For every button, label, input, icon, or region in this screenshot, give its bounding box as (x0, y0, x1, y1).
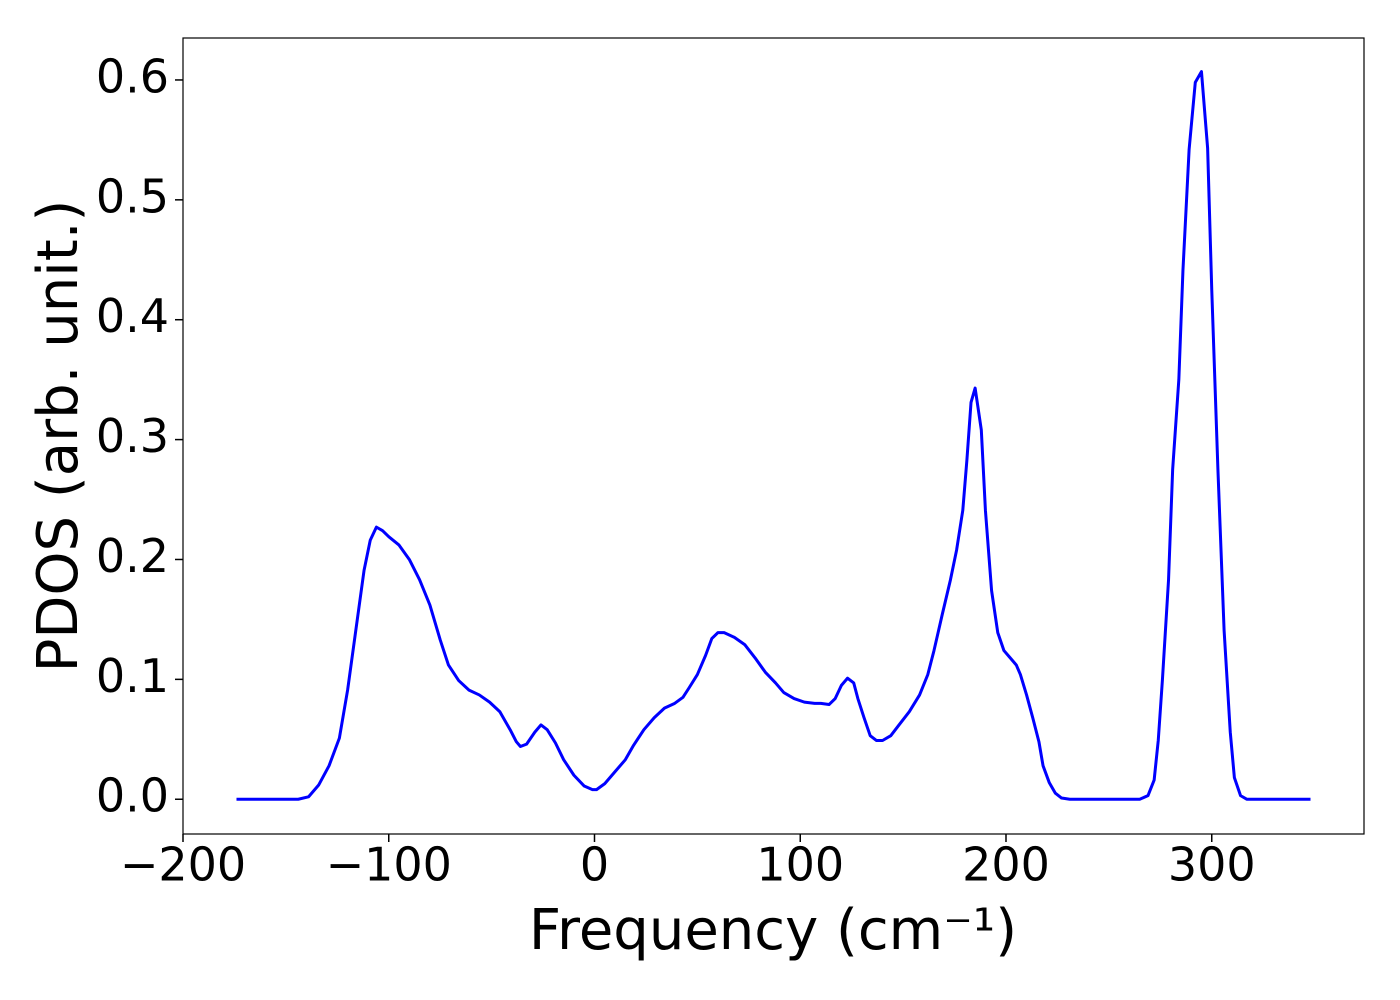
x-tick-label: 300 (1168, 838, 1256, 892)
plot-frame (182, 37, 1365, 835)
y-tick-label: 0.6 (96, 49, 169, 103)
line-series (236, 70, 1311, 801)
x-tick-label: 100 (756, 838, 844, 892)
y-axis-label: PDOS (arb. unit.) (26, 200, 91, 673)
y-tick-label: 0.1 (96, 649, 169, 703)
y-tick-label: 0.4 (96, 289, 169, 343)
y-tick-label: 0.2 (96, 529, 169, 583)
x-tick-label: 200 (962, 838, 1050, 892)
x-tick-label: 0 (580, 838, 609, 892)
x-tick-label: −100 (326, 838, 452, 892)
y-tick-label: 0.5 (96, 169, 169, 223)
x-axis-label: Frequency (cm⁻¹) (529, 898, 1017, 963)
y-tick-label: 0.3 (96, 409, 169, 463)
x-tick-label: −200 (120, 838, 246, 892)
y-tick-label: 0.0 (96, 769, 169, 823)
